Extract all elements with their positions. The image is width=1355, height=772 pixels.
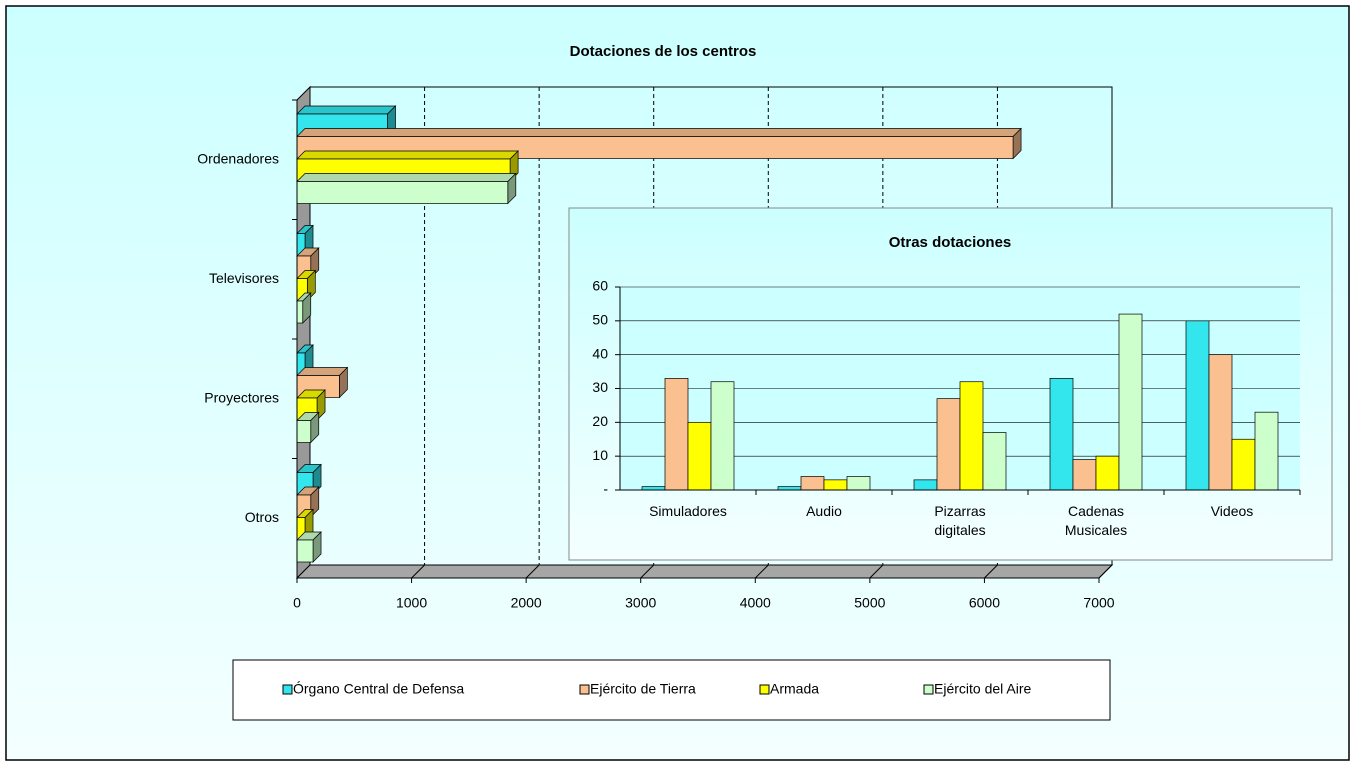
legend-marker [282,684,293,695]
y-tick-label: Televisores [209,270,279,286]
x-tick-label: 2000 [511,595,542,611]
bar [641,486,666,491]
x-tick-label: 7000 [1083,595,1114,611]
x-tick-label: 5000 [854,595,885,611]
bar [823,479,848,491]
inset-title: Otras dotaciones [889,234,1012,251]
x-tick-label: 4000 [740,595,771,611]
legend-label: Ejército de Tierra [590,681,696,697]
bar-top [296,367,349,376]
bar [296,420,312,443]
bar-top [296,173,517,182]
bar [296,300,304,324]
legend-marker [759,684,770,695]
y-tick-label: Otros [245,509,279,525]
grid-line [411,564,425,579]
x-tick-label: Pizarras digitales [934,503,985,538]
bar [296,181,509,204]
x-tick-label: Simuladores [649,503,727,519]
x-tick-label: 0 [293,595,301,611]
bar [936,398,961,491]
grid-line [984,564,998,579]
y-tick-label: 60 [592,278,608,294]
x-tick-label: 3000 [625,595,656,611]
bar [1095,455,1120,491]
x-tick-label: 1000 [396,595,427,611]
bar [296,539,314,563]
bar [687,421,712,491]
bar [1231,438,1256,491]
grid-line [754,564,769,579]
bar-top [296,128,1022,137]
bar [800,476,825,491]
bar [846,476,871,491]
legend-label: Ejército del Aire [934,681,1031,697]
y-tick-label: 50 [592,312,608,328]
bar-top [296,150,519,160]
floor [295,564,1114,579]
bar [1118,313,1143,491]
grid-line [1098,564,1113,579]
y-tick-label: - [603,481,608,497]
y-tick-label: 30 [592,379,608,395]
bar [1208,354,1233,491]
bar [982,432,1007,491]
x-tick-label: Audio [806,503,842,519]
bar [777,486,802,491]
legend-marker [579,684,590,695]
grid-line [869,564,884,579]
legend [232,659,1111,721]
bar [959,381,984,491]
grid-line [640,564,655,579]
legend-label: Órgano Central de Defensa [293,681,464,697]
y-tick-label: 40 [592,345,608,361]
legend-items: Órgano Central de Defensa Ejército de Tie… [282,681,1031,697]
bar [664,378,689,491]
bar [1072,459,1097,491]
bar [1254,411,1279,491]
x-tick-label: Cadenas Musicales [1065,503,1127,538]
grid-line [525,564,540,579]
chart-title: Dotaciones de los centros [570,43,757,60]
inset-chart: - 10 20 30 40 50 60 Simuladores Audio Pizarras dig… [592,278,1301,538]
y-tick-label: Ordenadores [197,150,279,166]
bar [913,479,938,491]
y-tick-label: Proyectores [204,389,279,405]
legend-label: Armada [770,681,819,697]
bar-top [296,105,397,115]
bar [710,381,735,491]
legend-marker [923,684,934,695]
x-tick-label: 6000 [969,595,1000,611]
x-tick-label: Videos [1211,503,1254,519]
bar [1185,320,1210,491]
y-tick-label: 10 [592,447,608,463]
y-tick-label: 20 [592,413,608,429]
bar [1049,378,1074,491]
